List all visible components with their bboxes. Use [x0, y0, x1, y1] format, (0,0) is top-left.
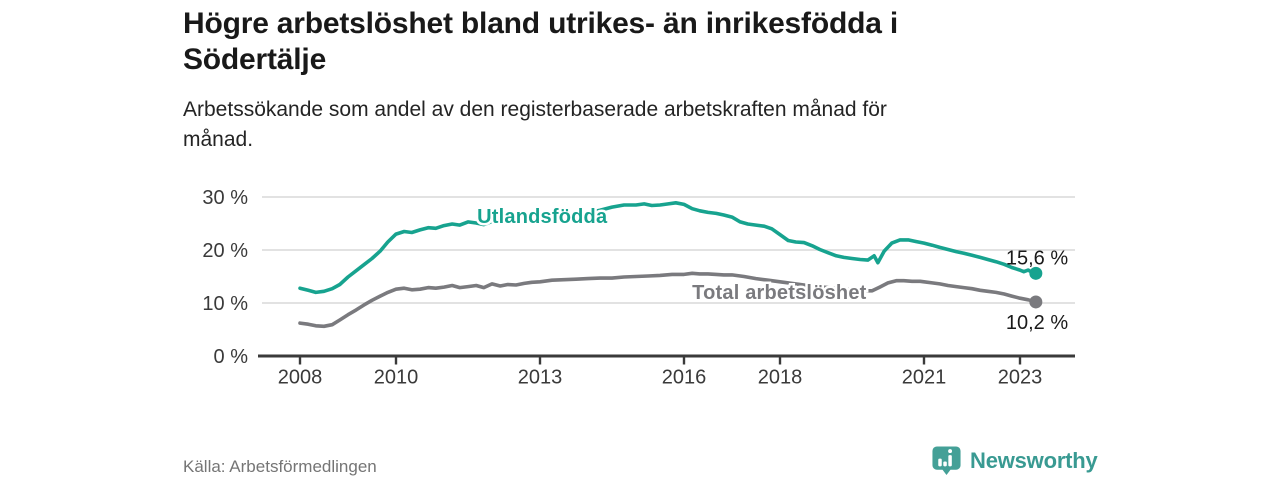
- x-axis-label: 2013: [518, 367, 563, 389]
- series-endpoint-dot-total: [1029, 295, 1043, 309]
- y-axis-label: 20 %: [202, 240, 248, 262]
- bar-chart-glyph: [938, 458, 942, 467]
- x-axis-label: 2008: [278, 367, 323, 389]
- x-axis-label: 2023: [998, 367, 1043, 389]
- source-note: Källa: Arbetsförmedlingen: [183, 457, 377, 476]
- page-subtitle: Arbetssökande som andel av den registerb…: [183, 98, 887, 151]
- x-axis-label: 2010: [374, 367, 419, 389]
- series-label-utlandsfodda: Utlandsfödda: [477, 206, 608, 228]
- series-endpoint-dot-utlandsfodda: [1029, 266, 1043, 280]
- infographic: Högre arbetslöshet bland utrikes- än inr…: [180, 0, 1100, 480]
- x-axis-label: 2018: [758, 367, 803, 389]
- x-axis-label: 2016: [662, 367, 707, 389]
- y-axis-label: 30 %: [202, 187, 248, 209]
- page-title: Högre arbetslöshet bland utrikes- än inr…: [183, 7, 898, 76]
- series-line-total: [298, 271, 1038, 329]
- brand-logo: Newsworthy: [931, 444, 1098, 477]
- series-line-utlandsfodda: [298, 200, 1038, 295]
- brand-name: Newsworthy: [970, 447, 1098, 473]
- y-axis-label: 10 %: [202, 293, 248, 315]
- end-value-label-utlandsfodda: 15,6 %: [1006, 247, 1068, 269]
- y-axis-label: 0 %: [214, 346, 249, 368]
- series-label-total: Total arbetslöshet: [692, 282, 867, 304]
- newsworthy-icon: [932, 446, 961, 476]
- end-value-label-total: 10,2 %: [1006, 312, 1068, 334]
- line-chart: Utlandsfödda 15,6 % Total arbetslöshet 10,2…: [202, 187, 1075, 389]
- x-axis-label: 2021: [902, 367, 947, 389]
